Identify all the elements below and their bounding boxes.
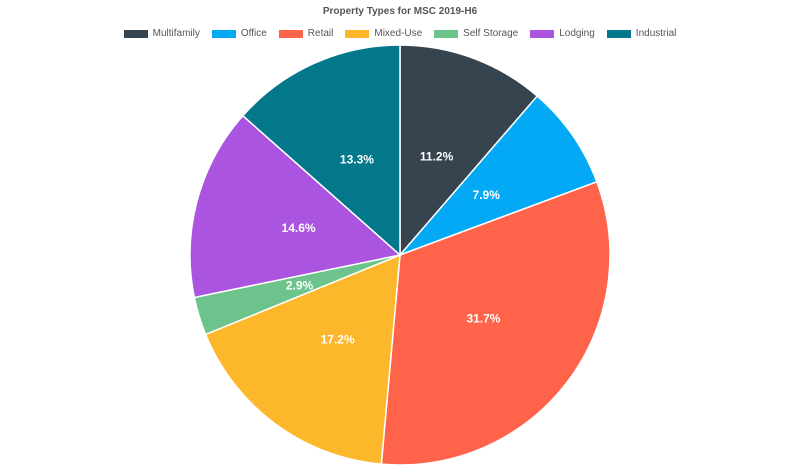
legend: Multifamily Office Retail Mixed-Use Self Sto…: [0, 28, 800, 39]
legend-item-mixed-use[interactable]: Mixed-Use: [345, 28, 422, 39]
pie-slice-multifamily[interactable]: [399, 44, 539, 258]
slice-label: 7.9%: [473, 188, 501, 202]
legend-item-lodging[interactable]: Lodging: [530, 28, 595, 39]
pie-slice-lodging[interactable]: [189, 114, 402, 299]
legend-item-industrial[interactable]: Industrial: [606, 28, 677, 39]
legend-label: Lodging: [559, 28, 595, 39]
slice-label: 31.7%: [466, 312, 500, 326]
legend-item-self-storage[interactable]: Self Storage: [434, 28, 518, 39]
legend-swatch: [278, 29, 303, 38]
legend-item-multifamily[interactable]: Multifamily: [123, 28, 200, 39]
legend-item-office[interactable]: Office: [211, 28, 267, 39]
slice-label: 13.3%: [340, 152, 374, 166]
legend-swatch: [530, 29, 555, 38]
slice-label: 14.6%: [282, 221, 316, 235]
slice-label: 2.9%: [286, 279, 314, 293]
legend-item-retail[interactable]: Retail: [278, 28, 334, 39]
legend-label: Industrial: [635, 28, 677, 39]
legend-swatch: [434, 29, 459, 38]
legend-label: Office: [240, 28, 267, 39]
legend-label: Self Storage: [463, 28, 519, 39]
pie-slice-office[interactable]: [399, 94, 598, 256]
legend-label: Retail: [307, 28, 334, 39]
slice-label: 11.2%: [420, 150, 454, 164]
legend-swatch: [606, 29, 631, 38]
pie-slice-industrial[interactable]: [241, 44, 401, 257]
legend-label: Multifamily: [152, 28, 200, 39]
legend-swatch: [345, 29, 370, 38]
legend-swatch: [123, 29, 148, 38]
pie-slice-retail[interactable]: [380, 180, 611, 466]
chart-title: Property Types for MSC 2019-H6: [322, 6, 478, 17]
pie-slice-mixed-use[interactable]: [204, 253, 401, 465]
slice-label: 17.2%: [321, 332, 355, 346]
legend-label: Mixed-Use: [374, 28, 423, 39]
legend-swatch: [211, 29, 236, 38]
